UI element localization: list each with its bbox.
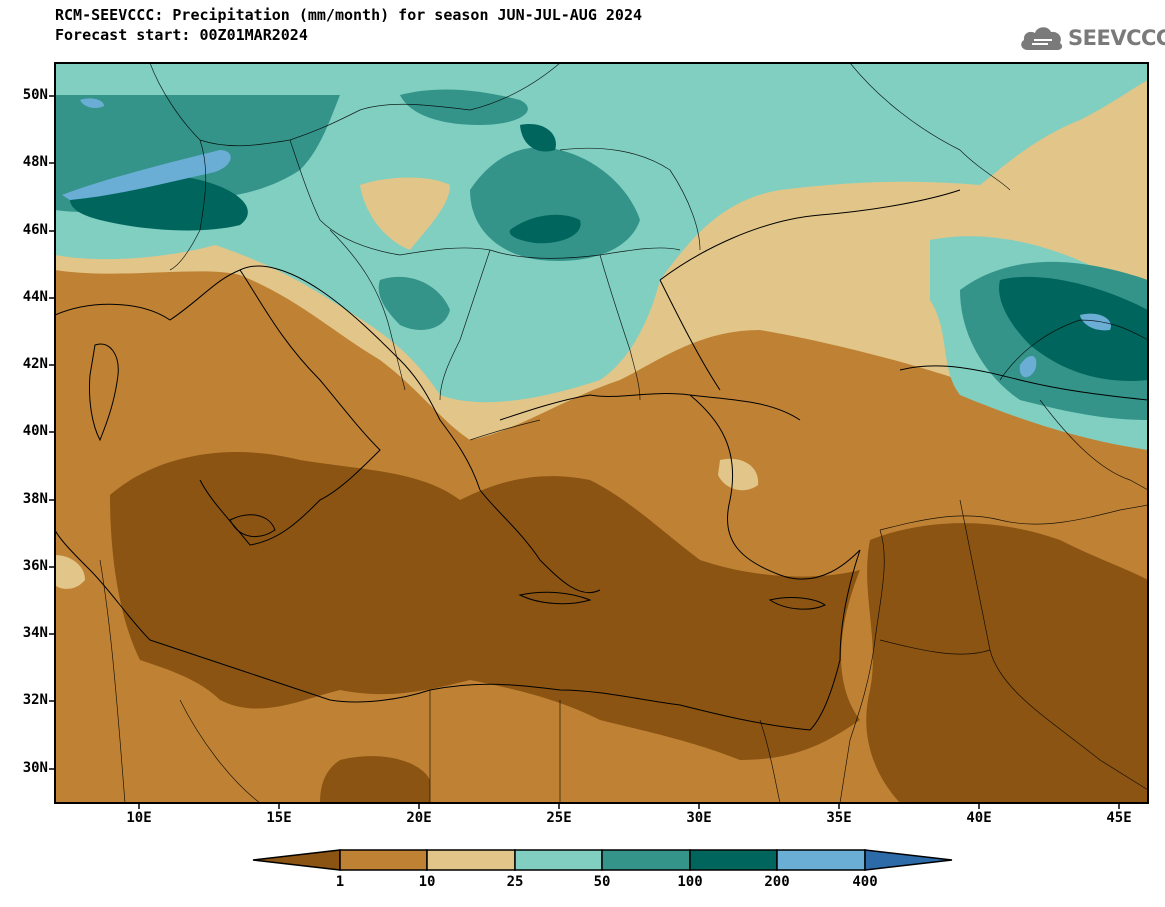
forecast-start-subtitle: Forecast start: 00Z01MAR2024	[55, 26, 308, 44]
colorbar-segment	[864, 849, 953, 871]
colorbar-segment	[514, 849, 603, 871]
lon-label: 45E	[1106, 810, 1132, 826]
lat-label: 48N	[22, 154, 48, 170]
colorbar-label: 200	[764, 874, 790, 890]
lon-label: 35E	[826, 810, 852, 826]
logo-text: SEEVCCC	[1068, 26, 1165, 50]
lat-label: 50N	[22, 87, 48, 103]
lon-label: 20E	[406, 810, 432, 826]
lon-label: 40E	[966, 810, 992, 826]
lat-label: 42N	[22, 356, 48, 372]
lon-label: 25E	[546, 810, 572, 826]
lat-label: 36N	[22, 558, 48, 574]
lat-label: 30N	[22, 760, 48, 776]
lat-label: 32N	[22, 692, 48, 708]
colorbar-segment	[601, 849, 691, 871]
lon-label: 30E	[686, 810, 712, 826]
colorbar-segment	[426, 849, 516, 871]
colorbar-segment	[339, 849, 428, 871]
coastlines	[55, 189, 1148, 731]
lat-ticks	[49, 95, 55, 770]
lat-label: 40N	[22, 423, 48, 439]
colorbar-label: 25	[506, 874, 524, 890]
colorbar-segment	[776, 849, 866, 871]
precip-band-1-10	[110, 452, 860, 760]
lon-label: 15E	[266, 810, 292, 826]
colorbar-segment	[689, 849, 778, 871]
map-title: RCM-SEEVCCC: Precipitation (mm/month) fo…	[55, 6, 642, 24]
precip-band-400-plus	[62, 150, 231, 200]
colorbar-segment	[252, 849, 341, 871]
colorbar-label: 100	[677, 874, 703, 890]
lat-label: 38N	[22, 491, 48, 507]
country-borders	[99, 63, 1148, 803]
colorbar-label: 1	[335, 874, 345, 890]
lon-ticks	[138, 803, 1120, 809]
lat-label: 34N	[22, 625, 48, 641]
colorbar-label: 10	[418, 874, 436, 890]
colorbar-label: 400	[852, 874, 878, 890]
lat-label: 44N	[22, 289, 48, 305]
precip-contours	[55, 63, 1148, 803]
cloud-icon	[1021, 27, 1063, 50]
colorbar	[252, 849, 953, 871]
map-frame	[54, 62, 1149, 804]
lon-label: 10E	[126, 810, 152, 826]
seevccc-logo: SEEVCCC	[1018, 22, 1165, 56]
colorbar-label: 50	[593, 874, 611, 890]
lat-label: 46N	[22, 222, 48, 238]
